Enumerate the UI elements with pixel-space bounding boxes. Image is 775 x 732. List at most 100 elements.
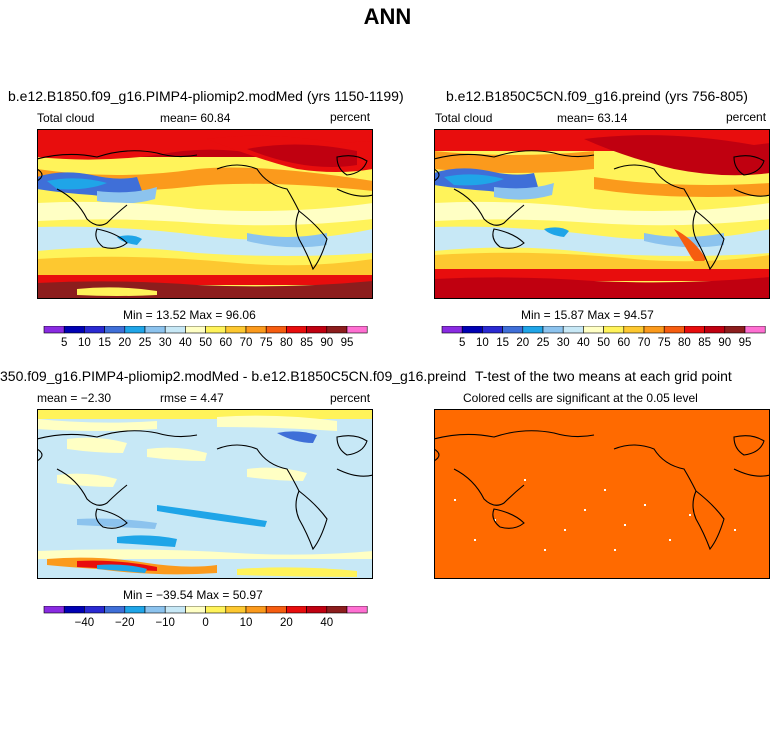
legend-tick-label: 95 (341, 337, 354, 349)
legend-color-cell (562, 326, 584, 334)
legend-color-cell (306, 606, 328, 614)
color-legend-top-left: 5 10 15 20 25 30 40 50 60 70 75 80 85 90 95 (43, 326, 368, 349)
legend-color-cell (326, 606, 348, 614)
legend-tick-label: 50 (199, 337, 212, 349)
legend-color-cell (225, 326, 247, 334)
units-label-top-left: percent (330, 110, 371, 124)
panel-title-top-left: b.e12.B1850.f09_g16.PIMP4-pliomip2.modMe… (8, 88, 404, 104)
legend-tick-label: 20 (280, 617, 293, 629)
panel-title-bottom-right: T-test of the two means at each grid poi… (475, 368, 732, 384)
legend-color-cell (164, 606, 186, 614)
legend-color-cell (245, 606, 267, 614)
legend-color-cell (326, 326, 348, 334)
legend-tick-label: 85 (698, 337, 711, 349)
legend-color-cell (84, 326, 105, 334)
legend-color-cell (684, 326, 705, 334)
mean-label-top-left: mean= 60.84 (160, 111, 231, 125)
units-label-bottom-left: percent (330, 391, 371, 405)
legend-tick-label: 80 (678, 337, 691, 349)
legend-tick-label: 60 (617, 337, 630, 349)
legend-tick-label: 15 (98, 337, 111, 349)
legend-color-cell (663, 326, 685, 334)
legend-color-cell (286, 606, 307, 614)
legend-tick-label: 70 (240, 337, 253, 349)
ttest-map-bottom-right (434, 409, 770, 579)
variable-label-top-right: Total cloud (435, 111, 493, 125)
legend-color-cell (265, 326, 287, 334)
legend-color-cell (205, 326, 227, 334)
panel-subtitle-bottom-right: Colored cells are significant at the 0.0… (463, 391, 698, 405)
legend-color-cell (441, 326, 463, 334)
legend-tick-label: 0 (202, 617, 208, 629)
legend-tick-label: 10 (240, 617, 253, 629)
legend-tick-label: 25 (537, 337, 550, 349)
legend-color-cell (265, 606, 287, 614)
legend-color-cell (502, 326, 524, 334)
legend-tick-label: 90 (718, 337, 731, 349)
mean-label-bottom-left: mean = −2.30 (37, 391, 112, 405)
color-legend-bottom-left: −40 −20 −10 0 10 20 40 (43, 606, 368, 629)
legend-color-cell (43, 606, 65, 614)
legend-tick-label: 80 (280, 337, 293, 349)
legend-tick-label: 60 (219, 337, 232, 349)
rmse-label-bottom-left: rmse = 4.47 (160, 391, 224, 405)
legend-color-cell (144, 606, 166, 614)
legend-tick-label: 75 (658, 337, 671, 349)
legend-tick-label: 95 (739, 337, 752, 349)
legend-color-cell (185, 606, 206, 614)
legend-color-cell (245, 326, 267, 334)
color-legend-top-right: 5 10 15 20 25 30 40 50 60 70 75 80 85 90 95 (441, 326, 766, 349)
legend-tick-label: 40 (179, 337, 192, 349)
legend-tick-label: 40 (320, 617, 333, 629)
legend-color-cell (205, 606, 227, 614)
legend-color-cell (461, 326, 483, 334)
legend-tick-label: 85 (300, 337, 313, 349)
legend-tick-label: 20 (516, 337, 529, 349)
legend-tick-label: 10 (476, 337, 489, 349)
legend-tick-label: 5 (61, 337, 67, 349)
legend-color-cell (104, 606, 126, 614)
units-label-top-right: percent (726, 110, 767, 124)
legend-color-cell (306, 326, 328, 334)
legend-tick-label: 10 (78, 337, 91, 349)
difference-map-bottom-left (37, 409, 373, 579)
legend-tick-label: −40 (75, 617, 95, 629)
legend-color-cell (185, 326, 206, 334)
legend-tick-label: −10 (155, 617, 175, 629)
legend-color-cell (744, 326, 766, 334)
legend-color-cell (724, 326, 746, 334)
legend-color-cell (124, 606, 146, 614)
legend-tick-label: 90 (320, 337, 333, 349)
legend-color-cell (522, 326, 544, 334)
minmax-bottom-left: Min = −39.54 Max = 50.97 (123, 588, 263, 602)
legend-tick-label: 20 (118, 337, 131, 349)
legend-color-cell (104, 326, 126, 334)
panel-title-top-right: b.e12.B1850C5CN.f09_g16.preind (yrs 756-… (446, 88, 748, 104)
legend-tick-label: 25 (139, 337, 152, 349)
legend-tick-label: 40 (577, 337, 590, 349)
cloud-map-top-left (37, 129, 373, 299)
legend-tick-label: 50 (597, 337, 610, 349)
legend-color-cell (63, 606, 85, 614)
legend-color-cell (124, 326, 146, 334)
legend-color-cell (43, 326, 65, 334)
legend-tick-label: 30 (557, 337, 570, 349)
legend-tick-label: 30 (159, 337, 172, 349)
legend-color-cell (603, 326, 625, 334)
legend-color-cell (482, 326, 503, 334)
figure-title: ANN (363, 4, 412, 29)
legend-color-cell (144, 326, 166, 334)
cloud-map-top-right (434, 129, 770, 299)
legend-tick-label: 15 (496, 337, 509, 349)
legend-color-cell (63, 326, 85, 334)
legend-color-cell (225, 606, 247, 614)
mean-label-top-right: mean= 63.14 (557, 111, 628, 125)
legend-color-cell (623, 326, 645, 334)
legend-color-cell (643, 326, 665, 334)
variable-label-top-left: Total cloud (37, 111, 95, 125)
legend-color-cell (84, 606, 105, 614)
legend-tick-label: 70 (638, 337, 651, 349)
legend-tick-label: 75 (260, 337, 273, 349)
legend-color-cell (583, 326, 604, 334)
minmax-top-right: Min = 15.87 Max = 94.57 (521, 308, 654, 322)
